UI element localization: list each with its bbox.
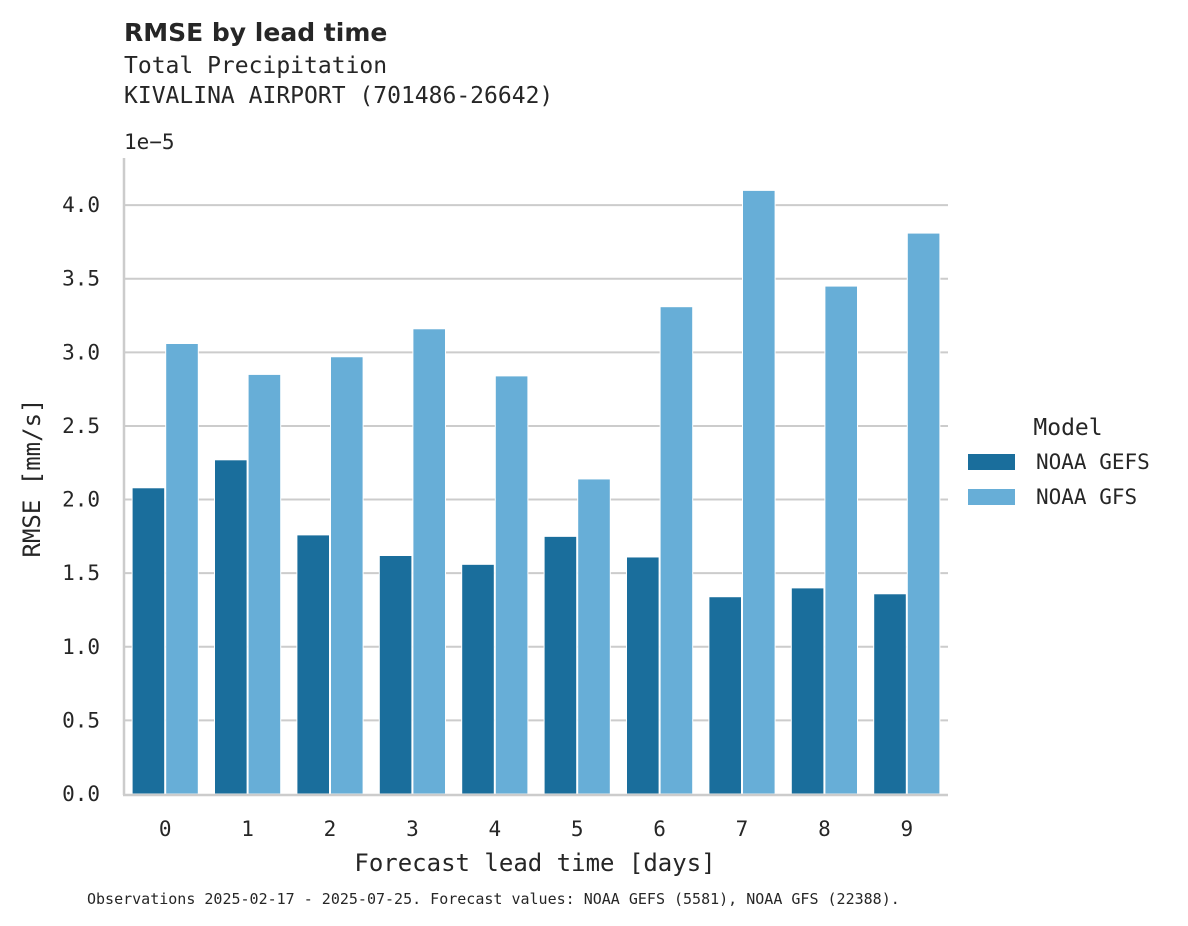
y-tick-label: 1.0 bbox=[62, 635, 100, 659]
y-tick-label: 1.5 bbox=[62, 561, 100, 585]
chart-title: RMSE by lead time bbox=[124, 18, 387, 47]
bar bbox=[708, 596, 743, 795]
bar bbox=[247, 373, 282, 795]
chart-subtitle-variable: Total Precipitation bbox=[124, 53, 387, 79]
legend-label: NOAA GEFS bbox=[1036, 450, 1150, 474]
y-tick-label: 4.0 bbox=[62, 193, 100, 217]
legend-swatch bbox=[968, 489, 1015, 505]
y-tick-label: 2.5 bbox=[62, 414, 100, 438]
bar bbox=[165, 343, 199, 795]
bar bbox=[296, 534, 330, 795]
x-tick-label: 9 bbox=[900, 817, 913, 841]
chart-subtitle-station: KIVALINA AIRPORT (701486-26642) bbox=[124, 83, 553, 109]
x-tick-label: 1 bbox=[241, 817, 254, 841]
x-tick-label: 7 bbox=[736, 817, 749, 841]
x-tick-label: 6 bbox=[653, 817, 666, 841]
bar bbox=[131, 487, 166, 795]
axes bbox=[122, 158, 948, 797]
bar bbox=[824, 285, 859, 795]
bar bbox=[906, 232, 941, 795]
bar bbox=[873, 593, 907, 795]
y-tick-label: 0.5 bbox=[62, 708, 100, 732]
legend-title: Model bbox=[1033, 415, 1102, 441]
bar bbox=[214, 459, 248, 795]
y-tick-label: 0.0 bbox=[62, 782, 100, 806]
bar bbox=[543, 535, 578, 795]
bar bbox=[577, 478, 611, 795]
bar bbox=[461, 563, 495, 795]
x-tick-label: 2 bbox=[324, 817, 337, 841]
y-tick-label: 3.5 bbox=[62, 267, 100, 291]
footnote: Observations 2025-02-17 - 2025-07-25. Fo… bbox=[87, 890, 900, 908]
x-axis-label: Forecast lead time [days] bbox=[354, 849, 715, 877]
bar bbox=[790, 587, 825, 795]
y-tick-label: 3.0 bbox=[62, 340, 100, 364]
bar bbox=[742, 189, 776, 795]
bar bbox=[378, 555, 413, 795]
y-axis-scale-label: 1e−5 bbox=[124, 130, 175, 154]
bars bbox=[131, 189, 941, 795]
x-tick-label: 3 bbox=[406, 817, 419, 841]
x-tick-labels: 0 1 2 3 4 5 6 7 8 9 bbox=[159, 817, 913, 841]
bar bbox=[494, 375, 529, 795]
y-axis-label: RMSE [mm/s] bbox=[18, 399, 46, 558]
x-tick-label: 8 bbox=[818, 817, 831, 841]
bar bbox=[412, 328, 446, 795]
bar bbox=[626, 556, 660, 795]
legend-label: NOAA GFS bbox=[1036, 485, 1137, 509]
x-tick-label: 5 bbox=[571, 817, 584, 841]
legend-swatch bbox=[968, 454, 1015, 470]
y-tick-label: 2.0 bbox=[62, 488, 100, 512]
x-tick-label: 0 bbox=[159, 817, 172, 841]
x-tick-label: 4 bbox=[488, 817, 501, 841]
bar bbox=[659, 306, 694, 795]
legend: Model NOAA GEFS NOAA GFS bbox=[968, 415, 1150, 509]
y-tick-labels: 0.0 0.5 1.0 1.5 2.0 2.5 3.0 3.5 4.0 bbox=[62, 193, 100, 806]
bar bbox=[330, 356, 364, 795]
